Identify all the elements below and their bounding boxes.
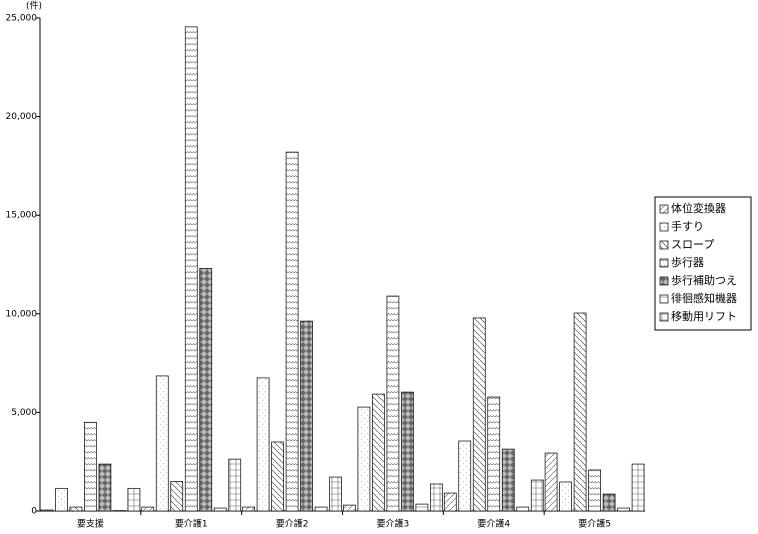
y-tick-label: 20,000	[6, 112, 38, 122]
legend-label: 歩行器	[671, 255, 704, 269]
bar	[430, 484, 442, 511]
y-tick-label: 10,000	[6, 309, 38, 319]
legend-swatch	[660, 295, 668, 303]
bar	[84, 422, 96, 511]
bar	[545, 453, 557, 511]
bar	[99, 464, 111, 511]
bar	[343, 505, 355, 511]
bar	[517, 507, 529, 511]
legend-label: 手すり	[671, 219, 704, 233]
bar	[41, 510, 53, 511]
bar	[185, 27, 197, 511]
bar	[618, 508, 630, 511]
x-tick-label: 要介護3	[377, 518, 410, 530]
y-tick-label: 15,000	[6, 211, 38, 221]
bar	[603, 494, 615, 511]
legend-label: 徘徊感知機器	[671, 291, 737, 305]
bar	[156, 376, 168, 511]
x-tick-label: 要介護1	[175, 518, 208, 530]
bar	[473, 318, 485, 511]
bar	[444, 493, 456, 511]
bar	[315, 507, 327, 511]
legend-swatch	[660, 277, 668, 285]
x-tick-label: 要介護2	[276, 518, 309, 530]
bar	[286, 152, 298, 511]
bar	[401, 392, 413, 511]
bar	[70, 507, 82, 511]
y-tick-label: 25,000	[6, 14, 38, 24]
bar	[330, 477, 342, 511]
bar	[488, 397, 500, 511]
bar	[272, 442, 284, 511]
legend-label: スロープ	[671, 238, 714, 251]
bar	[560, 482, 572, 511]
legend-label: 体位変換器	[671, 201, 726, 215]
legend-swatch	[660, 241, 668, 249]
legend-swatch	[660, 223, 668, 231]
bar	[171, 481, 183, 511]
bar	[387, 296, 399, 511]
bar	[229, 459, 241, 511]
y-unit: (件)	[26, 0, 42, 12]
bar	[459, 441, 471, 511]
bar	[372, 394, 384, 511]
bar	[358, 407, 370, 511]
legend-swatch	[660, 313, 668, 321]
bar	[200, 268, 212, 511]
bar	[55, 488, 67, 511]
x-tick-label: 要介護5	[578, 518, 611, 530]
bar	[257, 378, 269, 511]
bar	[301, 321, 313, 511]
legend-label: 歩行補助つえ	[671, 273, 737, 287]
bar	[574, 313, 586, 511]
bar	[502, 449, 514, 511]
bar	[632, 464, 644, 511]
bar	[243, 507, 255, 511]
legend-swatch	[660, 205, 668, 213]
bar	[214, 508, 226, 511]
y-tick-label: 5,000	[11, 408, 37, 418]
bar	[416, 504, 428, 511]
bar	[142, 507, 154, 511]
legend-label: 移動用リフト	[671, 309, 737, 323]
legend-swatch	[660, 259, 668, 267]
bar	[128, 488, 140, 511]
bar	[589, 470, 601, 511]
x-tick-label: 要介護4	[477, 518, 510, 530]
bar	[531, 480, 543, 511]
x-tick-label: 要支援	[77, 518, 104, 530]
